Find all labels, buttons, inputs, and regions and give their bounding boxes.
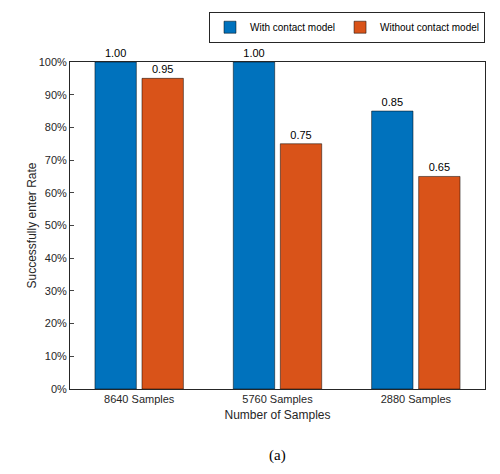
svg-text:0.75: 0.75 [290, 129, 311, 141]
svg-text:80%: 80% [45, 121, 67, 133]
svg-text:90%: 90% [45, 89, 67, 101]
svg-text:20%: 20% [45, 317, 67, 329]
svg-text:5760 Samples: 5760 Samples [242, 393, 313, 405]
svg-text:50%: 50% [45, 219, 67, 231]
svg-text:0%: 0% [51, 383, 67, 395]
svg-text:70%: 70% [45, 154, 67, 166]
svg-text:30%: 30% [45, 285, 67, 297]
svg-text:Successfully enter Rate: Successfully enter Rate [25, 162, 39, 288]
svg-text:0.95: 0.95 [152, 63, 173, 75]
svg-text:Without contact model: Without contact model [380, 22, 479, 33]
svg-text:1.00: 1.00 [105, 47, 126, 59]
svg-text:60%: 60% [45, 187, 67, 199]
svg-text:100%: 100% [39, 56, 67, 68]
svg-text:(a): (a) [269, 447, 286, 464]
svg-text:0.65: 0.65 [429, 161, 450, 173]
svg-text:40%: 40% [45, 252, 67, 264]
svg-text:2880 Samples: 2880 Samples [381, 393, 452, 405]
svg-text:0.85: 0.85 [382, 96, 403, 108]
svg-text:Number of Samples: Number of Samples [224, 408, 330, 422]
svg-text:With contact model: With contact model [250, 22, 335, 33]
svg-text:10%: 10% [45, 350, 67, 362]
svg-text:1.00: 1.00 [243, 47, 264, 59]
svg-text:8640 Samples: 8640 Samples [104, 393, 175, 405]
